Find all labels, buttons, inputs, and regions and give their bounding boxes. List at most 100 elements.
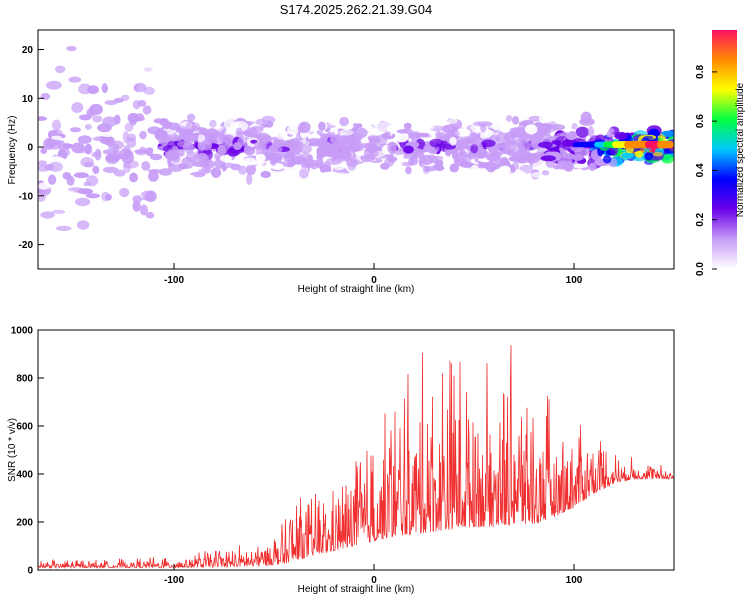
- snr-y-tick-label: 200: [16, 518, 33, 529]
- heatmap-cell: [396, 129, 410, 134]
- heatmap-cell: [429, 183, 443, 189]
- heatmap-cell: [141, 161, 151, 171]
- heatmap-cell: [355, 127, 368, 139]
- heatmap-cell: [180, 174, 197, 186]
- heatmap-cell: [477, 147, 486, 159]
- snr-x-tick-label: 0: [371, 575, 377, 586]
- heatmap-cell: [602, 155, 612, 164]
- heatmap-cell: [419, 125, 435, 130]
- heatmap-cell: [541, 134, 555, 143]
- heatmap-cell: [73, 172, 89, 179]
- heatmap-cell: [531, 171, 543, 179]
- heatmap-cell: [248, 110, 260, 116]
- heatmap-cell: [142, 105, 152, 115]
- heatmap-cell: [481, 178, 496, 183]
- heatmap-cell: [265, 150, 278, 159]
- heatmap-cell: [418, 154, 434, 166]
- spectrogram-frame: [37, 29, 675, 270]
- heatmap-cell: [167, 154, 180, 161]
- heatmap-cell: [273, 118, 282, 126]
- heatmap-cell: [486, 160, 496, 173]
- heatmap-cell: [454, 115, 463, 121]
- heatmap-cell: [337, 157, 353, 162]
- heatmap-cell: [621, 152, 635, 159]
- heatmap-cell: [55, 65, 66, 74]
- heatmap-cell: [172, 136, 183, 142]
- heatmap-cell: [442, 158, 451, 169]
- heatmap-cell: [249, 125, 264, 133]
- heatmap-cell: [309, 111, 320, 119]
- heatmap-cell: [412, 119, 423, 124]
- heatmap-cell: [256, 159, 265, 172]
- heatmap-cell: [246, 173, 253, 185]
- heatmap-cell: [661, 130, 674, 137]
- heatmap-cell: [580, 111, 592, 124]
- colorbar-tick-label: 0.4: [695, 163, 706, 177]
- heatmap-cell: [347, 109, 358, 117]
- heatmap-cell: [102, 166, 119, 173]
- snr-x-ticks: -100 0 100: [164, 564, 583, 586]
- heatmap-cell: [520, 131, 532, 144]
- heatmap-cell: [331, 108, 339, 121]
- heatmap-cell: [254, 141, 263, 151]
- heatmap-cell: [132, 195, 143, 203]
- heatmap-cell: [393, 179, 409, 186]
- heatmap-cell: [287, 157, 303, 165]
- heatmap-cell: [219, 155, 232, 162]
- heatmap-cell: [101, 137, 109, 145]
- heatmap-cell: [524, 124, 538, 135]
- heatmap-cell: [51, 135, 62, 140]
- heatmap-cell: [493, 173, 508, 178]
- heatmap-cell: [413, 148, 425, 159]
- heatmap-cell: [349, 116, 365, 124]
- heatmap-cell: [200, 140, 213, 151]
- heatmap-cell: [644, 152, 654, 161]
- heatmap-cell: [528, 115, 542, 122]
- colorbar-bar: [712, 30, 737, 269]
- heatmap-cell: [606, 133, 616, 138]
- heatmap-cell: [199, 115, 211, 121]
- heatmap-cell: [177, 148, 185, 156]
- heatmap-cell: [349, 139, 362, 145]
- heatmap-cell: [575, 126, 590, 138]
- heatmap-cell: [328, 119, 335, 126]
- heatmap-cell: [552, 116, 566, 123]
- heatmap-cell: [79, 114, 92, 121]
- heatmap-cell: [451, 151, 459, 160]
- snr-y-tick-label: 400: [16, 470, 33, 481]
- heatmap-cell: [445, 128, 460, 140]
- heatmap-cell: [132, 200, 141, 212]
- heatmap-cell: [511, 155, 521, 161]
- heatmap-cell: [329, 147, 339, 156]
- heatmap-cell: [477, 121, 493, 127]
- heatmap-cell: [120, 94, 130, 101]
- snr-frame: [37, 329, 675, 571]
- heatmap-cell: [541, 170, 550, 176]
- heatmap-cell: [392, 150, 407, 156]
- heatmap-cell: [148, 170, 159, 182]
- heatmap-cell: [405, 166, 412, 175]
- heatmap-cell: [338, 129, 354, 136]
- heatmap-cell: [158, 168, 173, 176]
- heatmap-cell: [307, 170, 315, 182]
- heatmap-cell: [209, 119, 217, 128]
- heatmap-cell: [246, 163, 257, 176]
- heatmap-cell: [143, 86, 156, 95]
- heatmap-cell: [411, 164, 418, 177]
- heatmap-cell: [70, 127, 81, 133]
- heatmap-cell: [40, 92, 51, 100]
- heatmap-cell: [608, 128, 615, 133]
- heatmap-cell: [129, 172, 139, 183]
- heatmap-cell: [260, 134, 272, 142]
- heatmap-cell: [86, 108, 96, 117]
- heatmap-cell: [83, 181, 91, 187]
- heatmap-cell: [66, 45, 77, 52]
- snr-y-tick-label: 1000: [11, 326, 34, 337]
- heatmap-cell: [187, 113, 196, 122]
- heatmap-cell: [145, 147, 155, 157]
- colorbar-tick-label: 0.0: [695, 262, 706, 276]
- heatmap-cell: [147, 122, 161, 127]
- spectrogram-x-tick-label: 0: [371, 275, 377, 286]
- heatmap-cell: [511, 127, 521, 138]
- heatmap-cell: [429, 138, 444, 148]
